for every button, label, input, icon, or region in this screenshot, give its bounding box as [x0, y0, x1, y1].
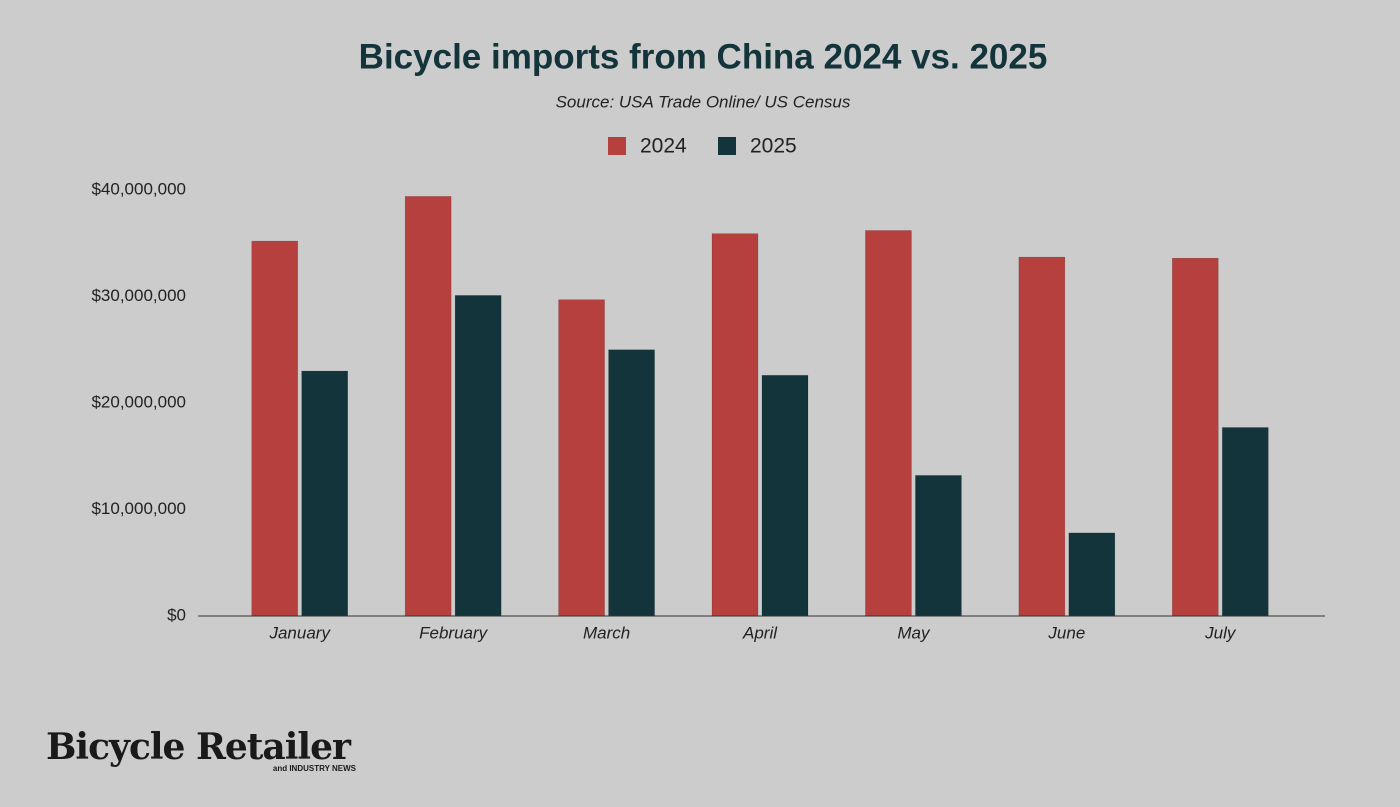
bar [915, 475, 962, 617]
legend-swatch [608, 137, 626, 155]
y-tick-label: $30,000,000 [91, 286, 186, 305]
legend-label: 2024 [640, 135, 687, 158]
x-tick-label: July [1204, 623, 1237, 642]
bar [711, 233, 759, 617]
bar [1222, 427, 1269, 617]
bar [1068, 532, 1116, 617]
y-tick-label: $10,000,000 [91, 499, 186, 518]
x-tick-label: February [419, 623, 489, 642]
bar [1018, 256, 1066, 617]
x-tick-label: June [1047, 623, 1085, 642]
bar [454, 295, 502, 617]
logo-tagline: and INDUSTRY NEWS [273, 764, 357, 773]
bar [558, 299, 605, 617]
x-tick-label: March [583, 623, 630, 642]
y-tick-label: $20,000,000 [91, 392, 186, 411]
bar [404, 196, 452, 617]
y-tick-label: $40,000,000 [91, 179, 186, 198]
y-tick-label: $0 [167, 605, 186, 624]
bar [761, 375, 809, 617]
chart-subtitle: Source: USA Trade Online/ US Census [556, 92, 851, 111]
legend-label: 2025 [750, 135, 797, 158]
legend-swatch [718, 137, 736, 155]
bar [251, 240, 298, 617]
chart-title: Bicycle imports from China 2024 vs. 2025 [359, 37, 1048, 76]
bar [1172, 257, 1219, 617]
logo: Bicycle Retailer [46, 726, 352, 768]
bar [865, 230, 912, 617]
bar [301, 370, 348, 617]
x-tick-label: May [897, 623, 931, 642]
bar [608, 349, 655, 617]
x-tick-label: April [742, 623, 778, 642]
x-tick-label: January [268, 623, 331, 642]
